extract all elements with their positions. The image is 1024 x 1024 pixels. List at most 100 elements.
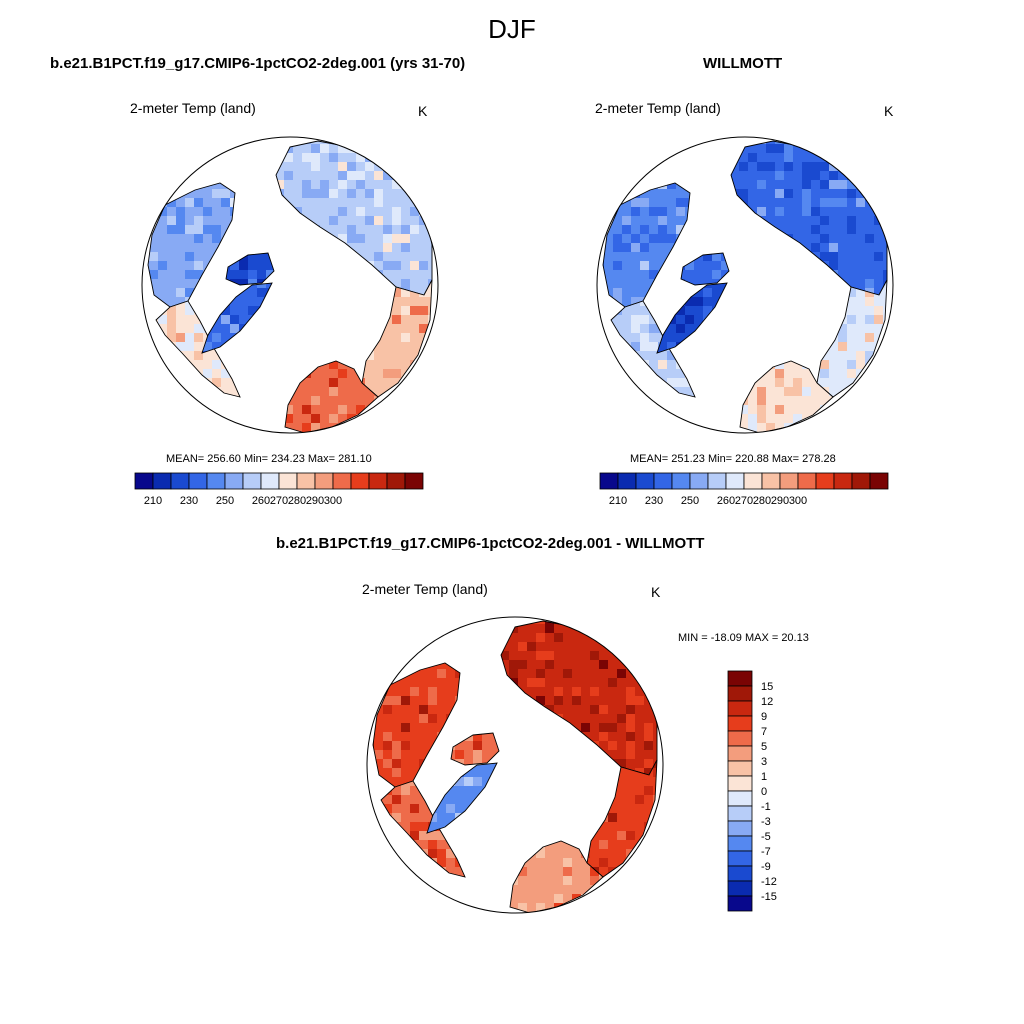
- panel-1-grid-cell: [392, 135, 401, 144]
- panel-1-grid-cell: [140, 333, 149, 342]
- panel-1-grid-cell: [140, 333, 149, 342]
- panel-1-grid-cell: [140, 171, 149, 180]
- panel-1-grid-cell: [230, 135, 239, 144]
- panel-1-grid-cell: [419, 144, 428, 153]
- panel-1-grid-cell: [140, 189, 149, 198]
- panel-1-grid-cell: [437, 225, 446, 234]
- panel-1-grid-cell: [437, 171, 446, 180]
- panel-1-grid-cell: [428, 396, 437, 405]
- panel-1-grid-cell: [437, 144, 446, 153]
- panel-1-grid-cell: [329, 432, 338, 433]
- panel-1-grid-cell: [149, 387, 158, 396]
- panel-1-grid-cell: [356, 423, 365, 432]
- panel-1-grid-cell: [338, 361, 347, 369]
- panel-1-grid-cell: [401, 135, 410, 144]
- panel-1-grid-cell: [410, 189, 419, 198]
- panel-1-grid-cell: [176, 225, 185, 234]
- panel-1-grid-cell: [401, 180, 410, 189]
- panel-1-grid-cell: [140, 198, 149, 207]
- panel-1-grid-cell: [140, 342, 149, 351]
- panel-1-grid-cell: [185, 144, 194, 153]
- panel-1-grid-cell: [410, 315, 419, 324]
- panel-1-grid-cell: [140, 423, 149, 432]
- panel-1-grid-cell: [149, 234, 158, 243]
- panel-1-grid-cell: [419, 279, 428, 288]
- panel-1-grid-cell: [410, 207, 419, 216]
- panel-1-grid-cell: [167, 414, 176, 423]
- panel-1-grid-cell: [392, 162, 401, 171]
- panel-1-grid-cell: [320, 207, 329, 216]
- panel-1-grid-cell: [392, 234, 401, 243]
- panel-1-grid-cell: [410, 189, 419, 198]
- panel-1-grid-cell: [149, 198, 158, 207]
- panel-1-grid-cell: [437, 306, 446, 315]
- panel-1-grid-cell: [311, 141, 320, 144]
- panel-1-grid-cell: [410, 414, 419, 423]
- panel-1-grid-cell: [437, 180, 446, 189]
- panel-1-grid-cell: [248, 432, 257, 441]
- panel-1-grid-cell: [176, 171, 185, 180]
- panel-1-grid-cell: [428, 162, 432, 171]
- panel-1-grid-cell: [176, 252, 185, 261]
- panel-1-grid-cell: [419, 396, 428, 405]
- panel-1-grid-cell: [221, 135, 230, 144]
- panel-1-grid-cell: [185, 396, 194, 405]
- panel-1-grid-cell: [329, 198, 338, 207]
- panel-1-grid-cell: [311, 144, 320, 153]
- panel-1-grid-cell: [437, 423, 446, 432]
- panel-1-grid-cell: [410, 405, 419, 414]
- panel-1-grid-cell: [437, 306, 446, 315]
- panel-1-grid-cell: [419, 360, 428, 369]
- panel-1-grid-cell: [392, 369, 401, 378]
- panel-1-grid-cell: [419, 171, 428, 180]
- panel-1-grid-cell: [437, 342, 446, 351]
- panel-1-grid-cell: [185, 162, 194, 171]
- panel-1-grid-cell: [374, 216, 383, 225]
- panel-1-grid-cell: [311, 432, 320, 433]
- panel-1-grid-cell: [419, 369, 428, 378]
- panel-1-grid-cell: [437, 405, 446, 414]
- panel-1-grid-cell: [140, 162, 149, 171]
- panel-1-grid-cell: [149, 207, 158, 216]
- panel-1-grid-cell: [401, 216, 410, 225]
- panel-1-grid-cell: [158, 153, 167, 162]
- panel-1-grid-cell: [140, 207, 149, 216]
- panel-1-grid-cell: [230, 198, 235, 207]
- panel-1-grid-cell: [347, 432, 356, 441]
- panel-1-grid-cell: [221, 216, 230, 225]
- panel-1-grid-cell: [311, 369, 320, 378]
- panel-1-grid-cell: [203, 144, 212, 153]
- panel-1-grid-cell: [311, 180, 320, 189]
- panel-1-grid-cell: [428, 171, 432, 180]
- panel-1-grid-cell: [428, 378, 437, 387]
- panel-1-grid-cell: [167, 144, 176, 153]
- panel-1-grid-cell: [194, 144, 203, 153]
- panel-1-grid-cell: [428, 423, 437, 432]
- panel-1-grid-cell: [437, 405, 446, 414]
- panel-1-grid-cell: [185, 414, 194, 423]
- panel-1-grid-cell: [383, 414, 392, 423]
- panel-1-grid-cell: [419, 189, 428, 198]
- panel-1-grid-cell: [428, 351, 437, 360]
- panel-1-grid-cell: [428, 378, 437, 387]
- panel-1-grid-cell: [329, 361, 338, 369]
- panel-1-grid-cell: [329, 216, 338, 225]
- panel-1-grid-cell: [320, 153, 329, 162]
- panel-1-grid-cell: [239, 135, 248, 144]
- panel-1-grid-cell: [419, 387, 428, 396]
- panel-1-grid-cell: [437, 378, 446, 387]
- panel-1-grid-cell: [419, 189, 428, 198]
- panel-1-grid-cell: [140, 171, 149, 180]
- panel-1-grid-cell: [149, 135, 158, 144]
- panel-1-grid-cell: [140, 360, 149, 369]
- panel-1-grid-cell: [374, 414, 378, 423]
- panel-1-grid-cell: [185, 432, 194, 441]
- panel-1-grid-cell: [148, 189, 149, 198]
- panel-1-grid-cell: [356, 189, 365, 198]
- panel-1-grid-cell: [149, 189, 158, 198]
- panel-1-grid-cell: [158, 225, 167, 234]
- panel-1-grid-cell: [428, 396, 437, 405]
- panel-1-grid-cell: [437, 333, 446, 342]
- panel-1-grid-cell: [167, 405, 176, 414]
- panel-1-grid-cell: [437, 216, 446, 225]
